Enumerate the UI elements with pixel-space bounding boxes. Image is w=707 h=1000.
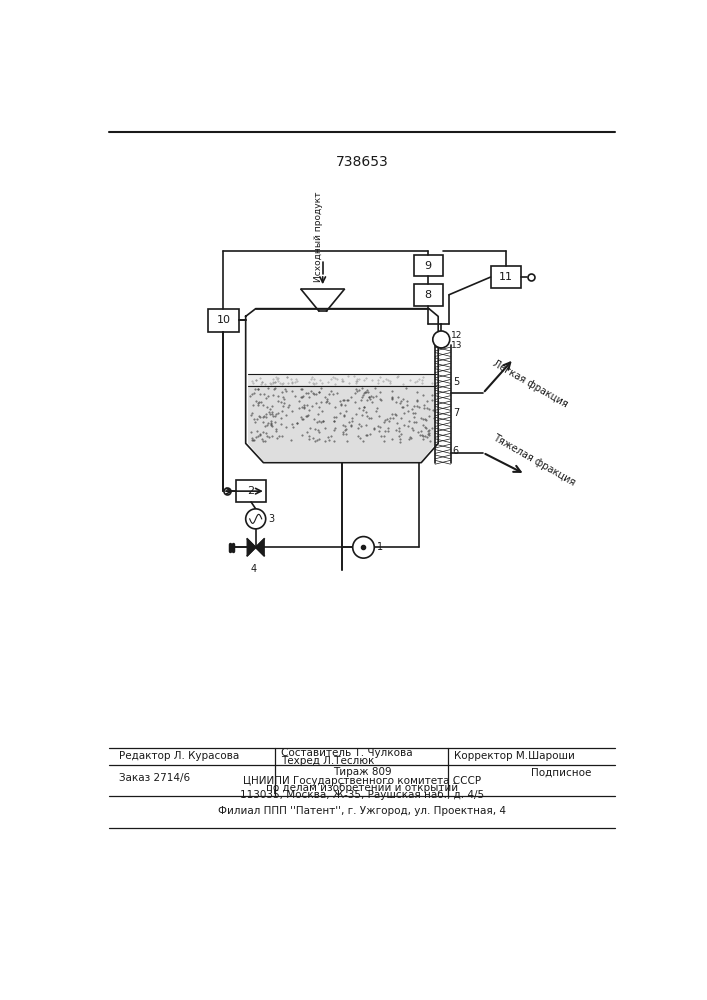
Text: Тираж 809: Тираж 809 (332, 767, 391, 777)
Bar (236, 480, 266, 502)
Text: 738653: 738653 (336, 155, 388, 169)
Text: Филиал ППП ''Патент'', г. Ужгород, ул. Проектная, 4: Филиал ППП ''Патент'', г. Ужгород, ул. П… (218, 806, 506, 816)
Text: 1: 1 (377, 542, 382, 552)
Bar (414, 284, 443, 306)
Text: 10: 10 (216, 315, 230, 325)
Text: ЦНИИПИ Государственного комитета СССР: ЦНИИПИ Государственного комитета СССР (243, 776, 481, 786)
Text: Составитель Т. Чулкова: Составитель Т. Чулкова (281, 748, 413, 758)
Polygon shape (247, 539, 256, 556)
Text: Техред Л.Теслюк: Техред Л.Теслюк (281, 756, 375, 766)
Circle shape (353, 537, 374, 558)
Polygon shape (248, 374, 436, 386)
Text: Подписное: Подписное (532, 767, 592, 777)
Bar (208, 309, 239, 332)
Polygon shape (256, 539, 264, 556)
Text: по делам изобретений и открытий: по делам изобретений и открытий (266, 783, 458, 793)
Text: Исходный продукт: Исходный продукт (314, 191, 322, 282)
Text: 5: 5 (452, 377, 459, 387)
Text: Редактор Л. Курасова: Редактор Л. Курасова (119, 751, 240, 761)
Bar (414, 255, 443, 276)
Text: 9: 9 (425, 261, 432, 271)
Bar (491, 266, 521, 288)
Text: Корректор М.Шароши: Корректор М.Шароши (455, 751, 575, 761)
Text: Легкая фракция: Легкая фракция (491, 359, 569, 410)
Text: 13: 13 (451, 341, 463, 350)
Text: Тяжелая фракция: Тяжелая фракция (491, 433, 576, 488)
Text: Заказ 2714/6: Заказ 2714/6 (119, 773, 190, 783)
Text: 4: 4 (250, 564, 257, 574)
Circle shape (433, 331, 450, 348)
Text: 113035, Москва, Ж-35, Раушская наб., д. 4/5: 113035, Москва, Ж-35, Раушская наб., д. … (240, 790, 484, 800)
Polygon shape (248, 386, 436, 461)
Text: 8: 8 (425, 290, 432, 300)
Circle shape (246, 509, 266, 529)
Text: 7: 7 (452, 408, 459, 418)
Text: 2: 2 (247, 486, 255, 496)
Text: 12: 12 (451, 331, 462, 340)
Text: 3: 3 (268, 514, 274, 524)
Text: 6: 6 (452, 446, 459, 456)
Text: 11: 11 (499, 272, 513, 282)
